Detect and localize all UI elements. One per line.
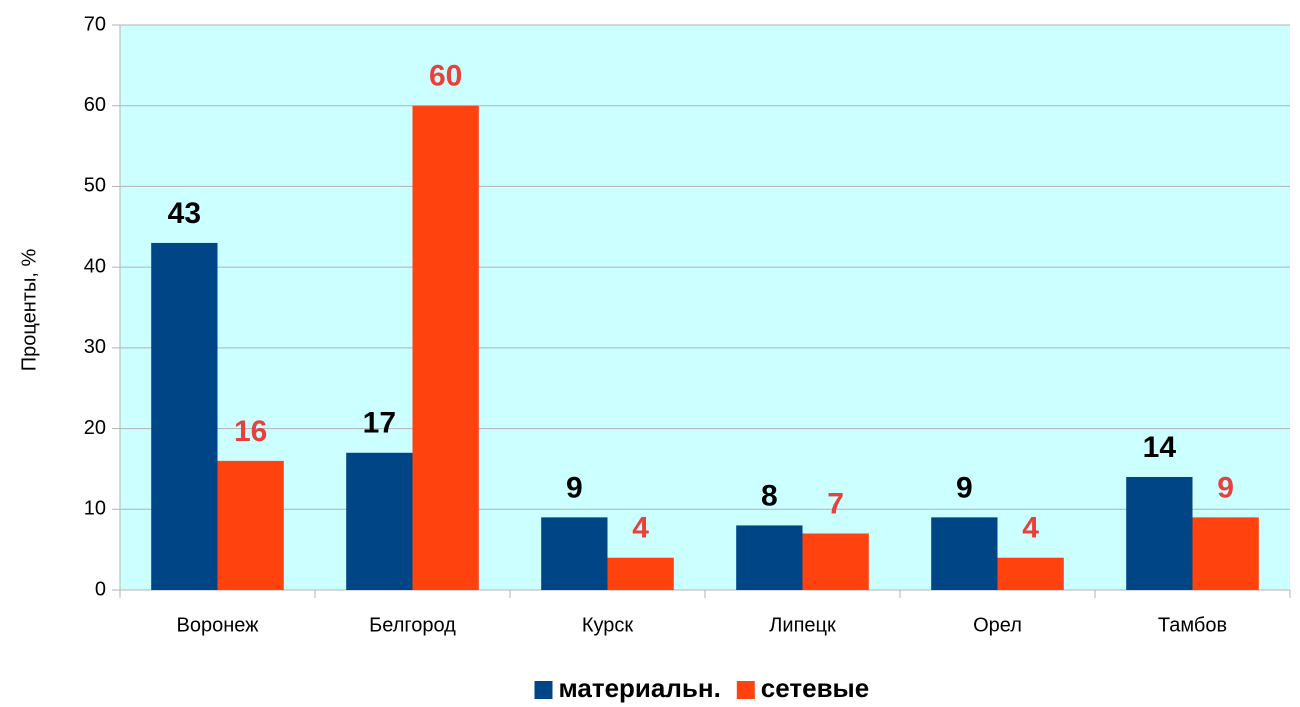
bar: [997, 557, 1064, 590]
bar: [1126, 477, 1193, 590]
data-label: 4: [632, 512, 649, 545]
x-tick-label: Воронеж: [176, 614, 259, 636]
data-label: 7: [827, 487, 844, 520]
y-tick-label: 0: [95, 578, 106, 600]
bar: [802, 533, 869, 590]
data-label: 43: [168, 197, 201, 230]
data-label: 16: [234, 415, 267, 448]
data-label: 14: [1143, 431, 1177, 464]
legend-swatch: [736, 681, 755, 699]
legend-label: материальн.: [559, 673, 721, 703]
x-tick-label: Липецк: [769, 614, 836, 636]
bar: [151, 242, 218, 590]
bar: [217, 460, 284, 590]
data-label: 4: [1022, 512, 1039, 545]
bar: [1192, 517, 1259, 590]
data-label: 9: [566, 471, 583, 504]
data-label: 9: [956, 471, 973, 504]
legend-label: сетевые: [761, 673, 869, 703]
y-tick-label: 70: [84, 13, 106, 35]
data-label: 60: [429, 60, 462, 93]
x-tick-label: Тамбов: [1158, 614, 1227, 636]
y-tick-label: 60: [84, 94, 106, 116]
bar: [736, 525, 803, 590]
bar: [412, 105, 479, 590]
y-tick-label: 50: [84, 175, 106, 197]
y-tick-label: 30: [84, 336, 106, 358]
legend-swatch: [534, 681, 553, 699]
bar: [607, 557, 674, 590]
y-tick-label: 40: [84, 255, 106, 277]
y-tick-label: 20: [84, 417, 106, 439]
plot-area: [120, 25, 1290, 590]
x-tick-label: Белгород: [369, 614, 456, 636]
data-label: 9: [1217, 471, 1234, 504]
bar: [346, 452, 413, 590]
x-tick-label: Орел: [973, 614, 1022, 636]
data-label: 8: [761, 479, 778, 512]
y-tick-label: 10: [84, 498, 106, 520]
bar: [541, 517, 608, 590]
data-label: 17: [363, 407, 396, 440]
x-tick-label: Курск: [582, 614, 634, 636]
y-axis-label: Проценты, %: [18, 249, 40, 372]
bar: [931, 517, 998, 590]
